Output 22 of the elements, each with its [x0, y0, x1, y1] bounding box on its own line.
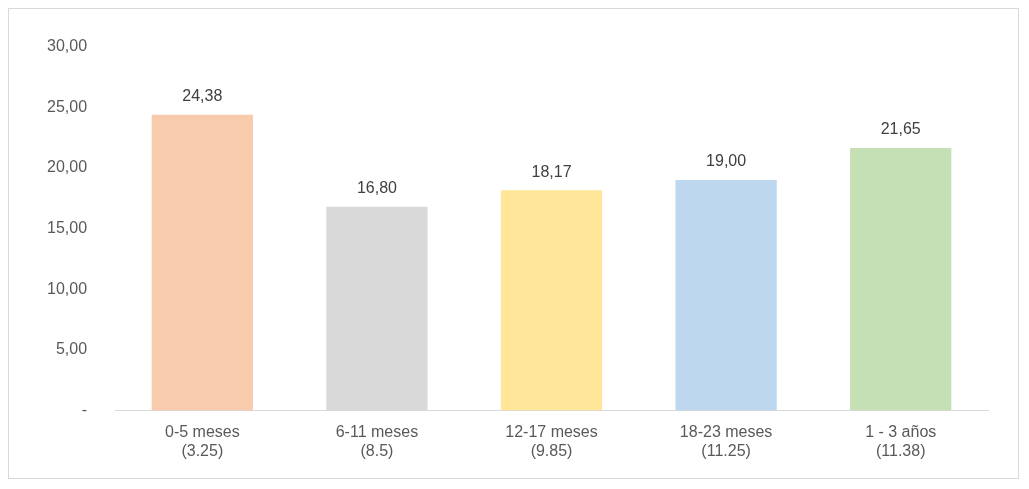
- y-tick-label: 15,00: [46, 219, 88, 237]
- bar: [151, 114, 253, 411]
- data-label: 18,17: [531, 162, 572, 180]
- y-tick-label: 5,00: [55, 340, 88, 358]
- data-label: 24,38: [182, 87, 223, 105]
- data-label: 21,65: [880, 120, 921, 138]
- x-tick-label: 0-5 meses (3.25): [164, 422, 240, 459]
- data-label: 16,80: [356, 179, 398, 197]
- x-tick-label: 6-11 meses (8.5): [335, 422, 419, 459]
- bar: [500, 190, 603, 411]
- x-tick-label: 1 - 3 años (11.38): [865, 422, 937, 459]
- x-tick-label: 18-23 meses (11.25): [679, 422, 773, 459]
- y-tick-label: 20,00: [46, 158, 88, 176]
- y-tick-label: 25,00: [46, 97, 88, 115]
- x-tick-label: 12-17 meses (9.85): [505, 422, 598, 459]
- bar: [850, 147, 952, 411]
- data-label: 19,00: [706, 152, 747, 170]
- y-tick-label: -: [81, 401, 88, 419]
- bar: [675, 180, 777, 411]
- y-tick-label: 30,00: [46, 37, 88, 55]
- bar: [326, 206, 428, 411]
- y-tick-label: 10,00: [46, 279, 88, 297]
